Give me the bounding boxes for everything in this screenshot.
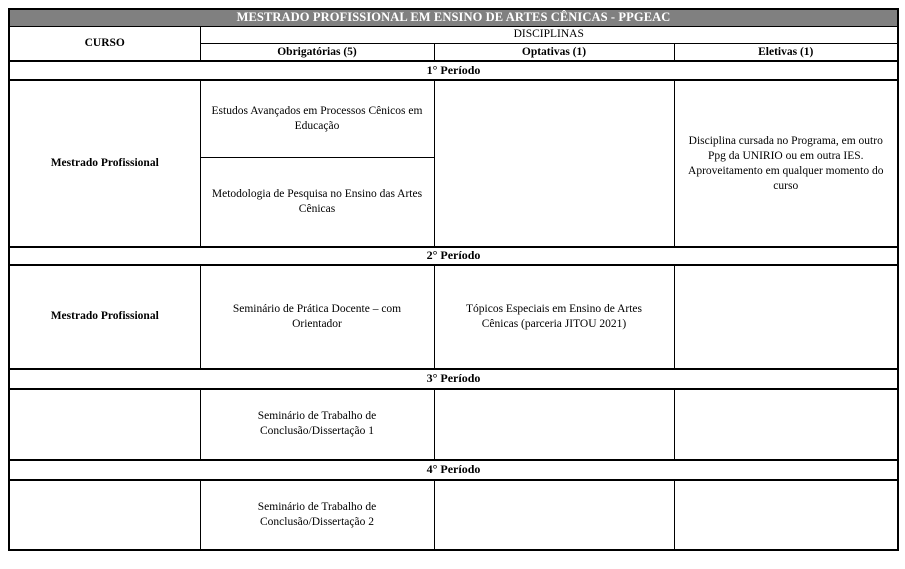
period-3-header: 3° Período: [8, 367, 899, 390]
p4-obrigatorias-cell: Seminário de Trabalho de Conclusão/Disse…: [199, 479, 435, 551]
p1-curso-cell: Mestrado Profissional: [8, 79, 201, 248]
curriculum-document: MESTRADO PROFISSIONAL EM ENSINO DE ARTES…: [8, 8, 899, 551]
p1-eletivas-cell: Disciplina cursada no Programa, em outro…: [673, 79, 899, 248]
p4-curso-cell: [8, 479, 201, 551]
p2-curso-cell: Mestrado Profissional: [8, 264, 201, 370]
p4-optativas-cell: [433, 479, 675, 551]
p3-eletivas-cell: [673, 388, 899, 461]
p1-obrigatoria-2-cell: Metodologia de Pesquisa no Ensino das Ar…: [199, 156, 435, 248]
period-2-header: 2° Período: [8, 246, 899, 266]
period-4-header: 4° Período: [8, 458, 899, 481]
p2-obrigatorias-cell: Seminário de Prática Docente – com Orien…: [199, 264, 435, 370]
optativas-header: Optativas (1): [433, 42, 675, 62]
p3-curso-cell: [8, 388, 201, 461]
p4-eletivas-cell: [673, 479, 899, 551]
p3-optativas-cell: [433, 388, 675, 461]
p2-optativas-cell: Tópicos Especiais em Ensino de Artes Cên…: [433, 264, 675, 370]
p3-obrigatorias-cell: Seminário de Trabalho de Conclusão/Disse…: [199, 388, 435, 461]
curso-header: CURSO: [8, 25, 201, 62]
curriculum-table: MESTRADO PROFISSIONAL EM ENSINO DE ARTES…: [8, 8, 899, 551]
p1-obrigatoria-1-cell: Estudos Avançados em Processos Cênicos e…: [199, 79, 435, 158]
table-title: MESTRADO PROFISSIONAL EM ENSINO DE ARTES…: [8, 8, 899, 27]
eletivas-header: Eletivas (1): [673, 42, 899, 62]
p2-eletivas-cell: [673, 264, 899, 370]
obrigatorias-header: Obrigatórias (5): [199, 42, 435, 62]
disciplinas-header: DISCIPLINAS: [199, 25, 899, 44]
period-1-header: 1° Período: [8, 60, 899, 82]
p1-optativas-cell: [433, 79, 675, 248]
